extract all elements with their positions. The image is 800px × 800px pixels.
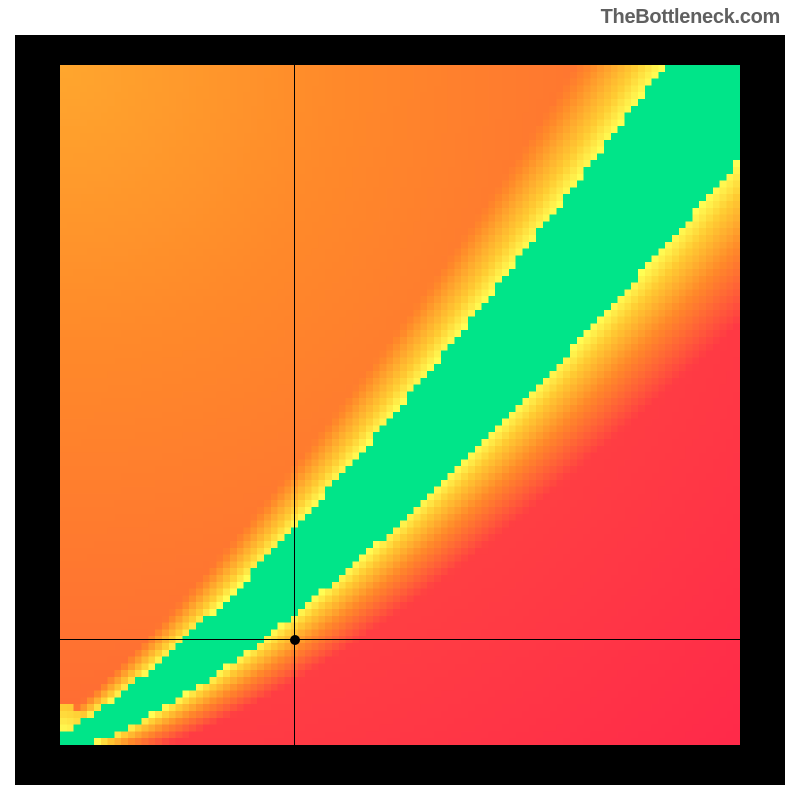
marker-dot bbox=[290, 635, 300, 645]
chart-outer-frame bbox=[15, 35, 785, 785]
crosshair-horizontal bbox=[60, 639, 740, 640]
attribution-text: TheBottleneck.com bbox=[601, 6, 780, 29]
heatmap-canvas bbox=[60, 65, 740, 745]
heatmap-plot bbox=[60, 65, 740, 745]
chart-container: TheBottleneck.com bbox=[0, 0, 800, 800]
